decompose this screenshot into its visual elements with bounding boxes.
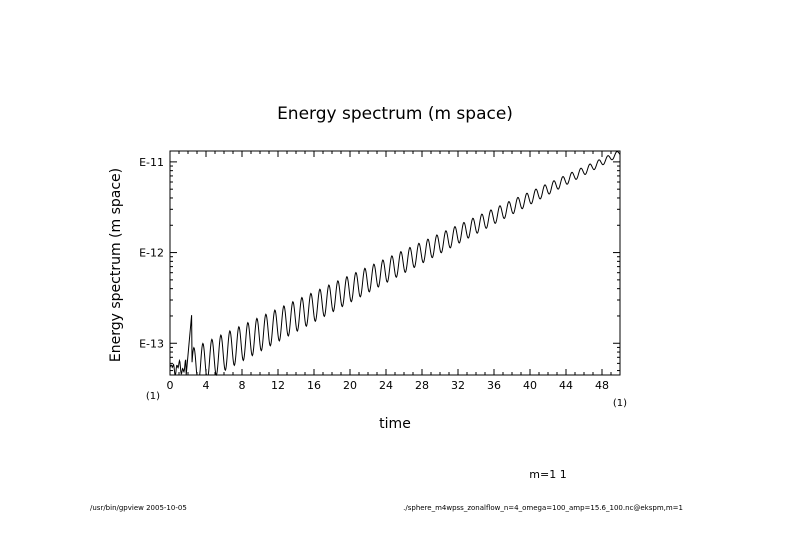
- x-corner-label: (1): [613, 398, 627, 409]
- x-tick-label: 20: [343, 379, 357, 392]
- x-tick-label: 40: [523, 379, 537, 392]
- x-tick-label: 24: [379, 379, 393, 392]
- y-corner-label: (1): [146, 391, 160, 402]
- legend-label: m=1 1: [529, 468, 566, 481]
- x-tick-label: 8: [239, 379, 246, 392]
- x-tick-label: 48: [595, 379, 609, 392]
- y-tick-label: E-13: [139, 337, 164, 350]
- ticks: 0 4 8 12 16 20 24 28 32 36 40 44 48E-13E-12E-11: [139, 151, 621, 392]
- footer-left: /usr/bin/gpview 2005-10-05: [90, 504, 187, 512]
- x-tick-label: 16: [307, 379, 321, 392]
- x-tick-label: 4: [203, 379, 210, 392]
- x-axis-label: time: [379, 416, 411, 432]
- y-axis-label: Energy spectrum (m space): [108, 168, 124, 362]
- series: [169, 150, 621, 376]
- y-tick-label: E-12: [139, 247, 164, 260]
- x-tick-label: 44: [559, 379, 573, 392]
- x-tick-label: 32: [451, 379, 465, 392]
- footer-right: ./sphere_m4wpss_zonalflow_n=4_omega=100_…: [403, 504, 683, 512]
- x-tick-label: 0: [167, 379, 174, 392]
- series-line-m1: [169, 150, 621, 376]
- chart-title: Energy spectrum (m space): [277, 104, 513, 124]
- y-tick-label: E-11: [139, 156, 164, 169]
- x-tick-label: 12: [271, 379, 285, 392]
- x-tick-label: 36: [487, 379, 501, 392]
- x-tick-label: 28: [415, 379, 429, 392]
